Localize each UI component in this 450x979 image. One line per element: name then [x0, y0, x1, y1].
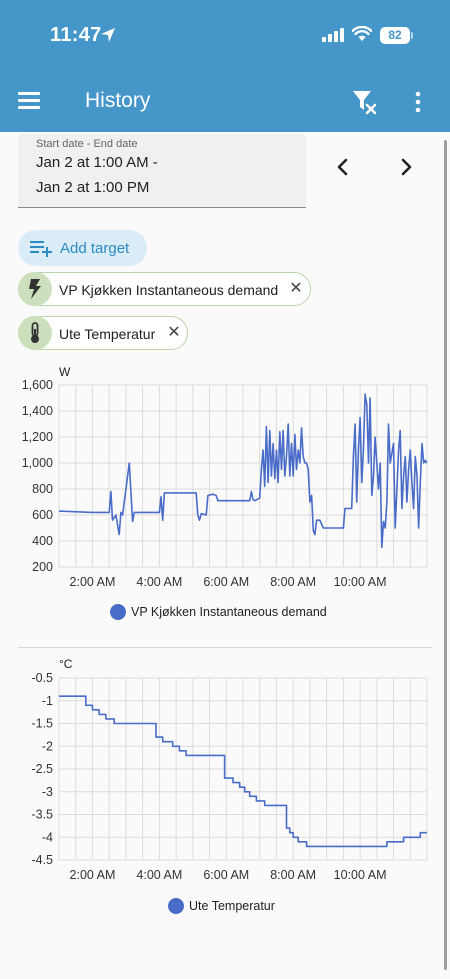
y-tick-label: 1,600 — [22, 378, 53, 392]
chip-icon-wrap — [18, 272, 52, 306]
add-target-button[interactable]: Add target — [18, 230, 147, 266]
demand-chart: W 1,600 1,400 1,200 1,000 800 600 400 200 2:00 AM… — [22, 365, 428, 620]
x-tick-label: 10:00 AM — [334, 575, 387, 589]
y-tick-label: 400 — [32, 534, 53, 548]
close-icon[interactable]: ✕ — [289, 280, 303, 297]
battery-tip — [411, 32, 413, 39]
status-bar: 11:47 82 — [0, 0, 450, 72]
chevron-left-icon[interactable] — [330, 154, 356, 180]
target-chip-temperature[interactable]: Ute Temperatur ✕ — [18, 316, 188, 350]
chip-icon-wrap — [18, 316, 52, 350]
y-tick-label: -1 — [42, 694, 53, 708]
x-tick-label: 4:00 AM — [136, 868, 182, 882]
scrollbar[interactable] — [444, 140, 447, 970]
y-tick-label: -1.5 — [31, 717, 53, 731]
target-chip-label: VP Kjøkken Instantaneous demand — [59, 282, 279, 298]
x-tick-label: 2:00 AM — [70, 868, 116, 882]
y-unit-label: W — [59, 365, 71, 379]
chevron-right-icon[interactable] — [393, 154, 419, 180]
date-range-picker[interactable]: Start date - End date Jan 2 at 1:00 AM -… — [18, 134, 306, 208]
y-tick-label: -2 — [42, 739, 53, 753]
series-line — [59, 695, 427, 848]
chart-divider — [18, 647, 432, 648]
y-tick-label: 1,400 — [22, 404, 53, 418]
flash-icon — [29, 279, 41, 299]
menu-button[interactable] — [18, 88, 46, 116]
app-header: History — [0, 72, 450, 132]
y-tick-label: -4 — [42, 830, 53, 844]
y-unit-label: °C — [59, 657, 73, 671]
battery-indicator: 82 — [380, 27, 410, 44]
cellular-signal-icon — [322, 28, 344, 42]
x-tick-label: 8:00 AM — [270, 575, 316, 589]
y-tick-label: -0.5 — [31, 671, 53, 685]
location-arrow-icon — [101, 28, 115, 42]
add-target-label: Add target — [60, 240, 130, 257]
x-tick-label: 6:00 AM — [203, 575, 249, 589]
y-tick-label: -3.5 — [31, 808, 53, 822]
filter-clear-icon[interactable] — [350, 88, 378, 116]
page-title: History — [85, 89, 151, 112]
y-tick-label: -3 — [42, 785, 53, 799]
x-tick-label: 6:00 AM — [203, 868, 249, 882]
y-tick-label: 200 — [32, 560, 53, 574]
x-tick-label: 2:00 AM — [70, 575, 116, 589]
wifi-icon — [352, 26, 372, 41]
close-icon[interactable]: ✕ — [167, 324, 181, 341]
y-tick-label: 800 — [32, 482, 53, 496]
legend-marker[interactable] — [110, 604, 126, 620]
target-chip-label: Ute Temperatur — [59, 326, 156, 342]
thermometer-icon — [31, 322, 39, 343]
y-tick-label: -4.5 — [31, 853, 53, 867]
y-tick-label: 600 — [32, 508, 53, 522]
y-tick-label: -2.5 — [31, 762, 53, 776]
legend-label[interactable]: Ute Temperatur — [189, 899, 275, 913]
y-tick-label: 1,000 — [22, 456, 53, 470]
y-tick-label: 1,200 — [22, 430, 53, 444]
series-line — [58, 393, 428, 549]
more-vert-icon[interactable] — [408, 88, 428, 116]
target-chip-demand[interactable]: VP Kjøkken Instantaneous demand ✕ — [18, 272, 311, 306]
end-date-value: Jan 2 at 1:00 PM — [36, 179, 150, 196]
legend-label[interactable]: VP Kjøkken Instantaneous demand — [131, 605, 327, 619]
start-date-value: Jan 2 at 1:00 AM - — [36, 154, 158, 171]
date-range-label: Start date - End date — [36, 138, 138, 150]
x-tick-label: 10:00 AM — [334, 868, 387, 882]
legend-marker[interactable] — [168, 898, 184, 914]
x-tick-label: 8:00 AM — [270, 868, 316, 882]
playlist-add-icon — [30, 241, 52, 257]
x-tick-label: 4:00 AM — [136, 575, 182, 589]
status-time: 11:47 — [50, 24, 102, 46]
temperature-chart: °C -0.5 -1 -1.5 -2 -2.5 -3 -3.5 -4 -4.5 2:00 AM 4:0… — [31, 657, 428, 914]
